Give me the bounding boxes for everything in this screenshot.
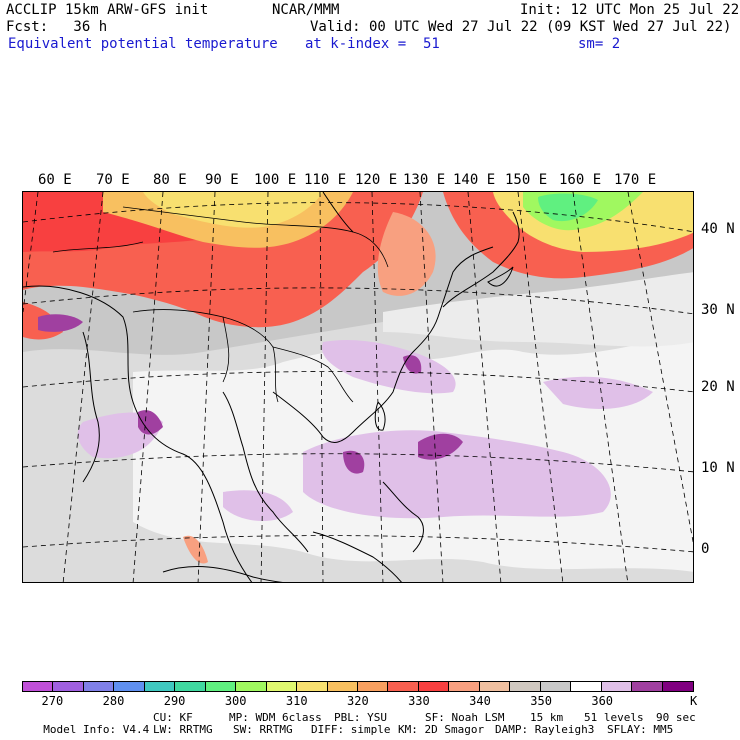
field-yellow — [143, 192, 323, 228]
model-info-item: CU: KF — [153, 711, 193, 724]
graticule — [23, 192, 693, 582]
model-info-item: DAMP: Rayleigh3 — [495, 723, 595, 736]
field-green-ne — [538, 193, 598, 222]
field-salmon — [183, 535, 208, 564]
init-time: Init: 12 UTC Mon 25 Jul 22 — [520, 2, 740, 18]
field-purple — [403, 355, 422, 374]
colorbar — [22, 681, 694, 692]
field-white-north — [383, 272, 693, 347]
lon-label: 60 E — [38, 172, 72, 188]
coastlines — [23, 192, 520, 582]
model-info-item: SW: RRTMG — [233, 723, 293, 736]
title-center: NCAR/MMM — [272, 2, 340, 18]
model-info-item: 51 levels — [584, 711, 644, 724]
colorbar-tick-label: 360 — [591, 694, 614, 708]
colorbar-tick-label: 280 — [102, 694, 125, 708]
forecast-hour: Fcst: 36 h — [6, 19, 108, 35]
field-lilac — [303, 430, 611, 519]
level-index: at k-index = 51 — [305, 36, 440, 52]
lat-label: 30 N — [701, 302, 735, 318]
colorbar-swatch — [357, 682, 389, 691]
colorbar-swatch — [601, 682, 633, 691]
lat-label: 40 N — [701, 221, 735, 237]
field-lilac — [223, 490, 293, 522]
model-info-item: LW: RRTMG — [153, 723, 213, 736]
model-info-item: KM: 2D Smagor — [398, 723, 485, 736]
colorbar-tick-label: 330 — [408, 694, 430, 708]
lon-label: 80 E — [153, 172, 187, 188]
lon-label: 70 E — [96, 172, 130, 188]
field-name: Equivalent potential temperature — [8, 36, 278, 52]
political-borders — [52, 206, 389, 403]
colorbar-swatch — [510, 682, 541, 691]
colorbar-swatch — [418, 682, 450, 691]
colorbar-tick-label: 340 — [469, 694, 491, 708]
colorbar-swatch — [53, 682, 84, 691]
lat-label: 0 — [701, 541, 710, 557]
field-purple — [343, 450, 365, 474]
colorbar-swatch — [571, 682, 602, 691]
lon-label: 170 E — [614, 172, 657, 188]
colorbar-swatch — [297, 682, 328, 691]
colorbar-swatch — [632, 682, 663, 691]
field-purple — [418, 433, 463, 460]
model-info-item: SF: Noah LSM — [425, 711, 505, 724]
colorbar-swatch — [23, 682, 54, 691]
lon-label: 100 E — [254, 172, 297, 188]
smoothing: sm= 2 — [578, 36, 621, 52]
model-info-item: MP: WDM 6class — [229, 711, 322, 724]
lon-label: 130 E — [403, 172, 446, 188]
lon-label: 140 E — [453, 172, 496, 188]
field-lilac — [322, 340, 456, 394]
colorbar-swatch — [479, 682, 511, 691]
lon-label: 160 E — [559, 172, 602, 188]
colorbar-swatch — [83, 682, 115, 691]
model-info-item: DIFF: simple — [311, 723, 391, 736]
colorbar-tick-label: 290 — [163, 694, 186, 708]
valid-time: Valid: 00 UTC Wed 27 Jul 22 (09 KST Wed … — [310, 19, 732, 35]
colorbar-swatch — [144, 682, 176, 691]
colorbar-swatch — [662, 682, 693, 691]
colorbar-tick-label: 350 — [530, 694, 552, 708]
colorbar-tick-label: 270 — [41, 694, 64, 708]
lon-label: 120 E — [355, 172, 398, 188]
colorbar-swatch — [205, 682, 237, 691]
colorbar-tick-label: 320 — [347, 694, 369, 708]
field-purple — [38, 314, 83, 332]
model-info-item: 15 km — [530, 711, 564, 724]
lat-label: 10 N — [701, 460, 735, 476]
colorbar-swatch — [175, 682, 206, 691]
theta-e-field — [23, 192, 693, 582]
colorbar-swatch — [449, 682, 480, 691]
colorbar-swatch — [114, 682, 145, 691]
lon-label: 150 E — [505, 172, 548, 188]
field-purple — [138, 410, 163, 435]
lon-label: 90 E — [205, 172, 239, 188]
colorbar-tick-label: 310 — [285, 694, 308, 708]
colorbar-swatch — [540, 682, 572, 691]
model-info-item: SFLAY: MM5 — [607, 723, 674, 736]
field-salmon — [377, 212, 436, 296]
lat-label: 20 N — [701, 379, 735, 395]
colorbar-unit: K — [690, 694, 698, 708]
colorbar-swatch — [236, 682, 267, 691]
colorbar-tick-label: 300 — [224, 694, 247, 708]
title-model: ACCLIP 15km ARW-GFS init — [6, 2, 209, 18]
model-info-line1: Model Info: V4.4 — [30, 712, 149, 736]
model-info-item: Model Info: V4.4 — [43, 723, 150, 736]
model-info-item: PBL: YSU — [334, 711, 387, 724]
colorbar-swatch — [266, 682, 298, 691]
model-info-item: 90 sec — [656, 711, 696, 724]
map-panel[interactable] — [22, 191, 694, 583]
colorbar-swatch — [388, 682, 419, 691]
lon-label: 110 E — [304, 172, 347, 188]
colorbar-swatch — [327, 682, 358, 691]
